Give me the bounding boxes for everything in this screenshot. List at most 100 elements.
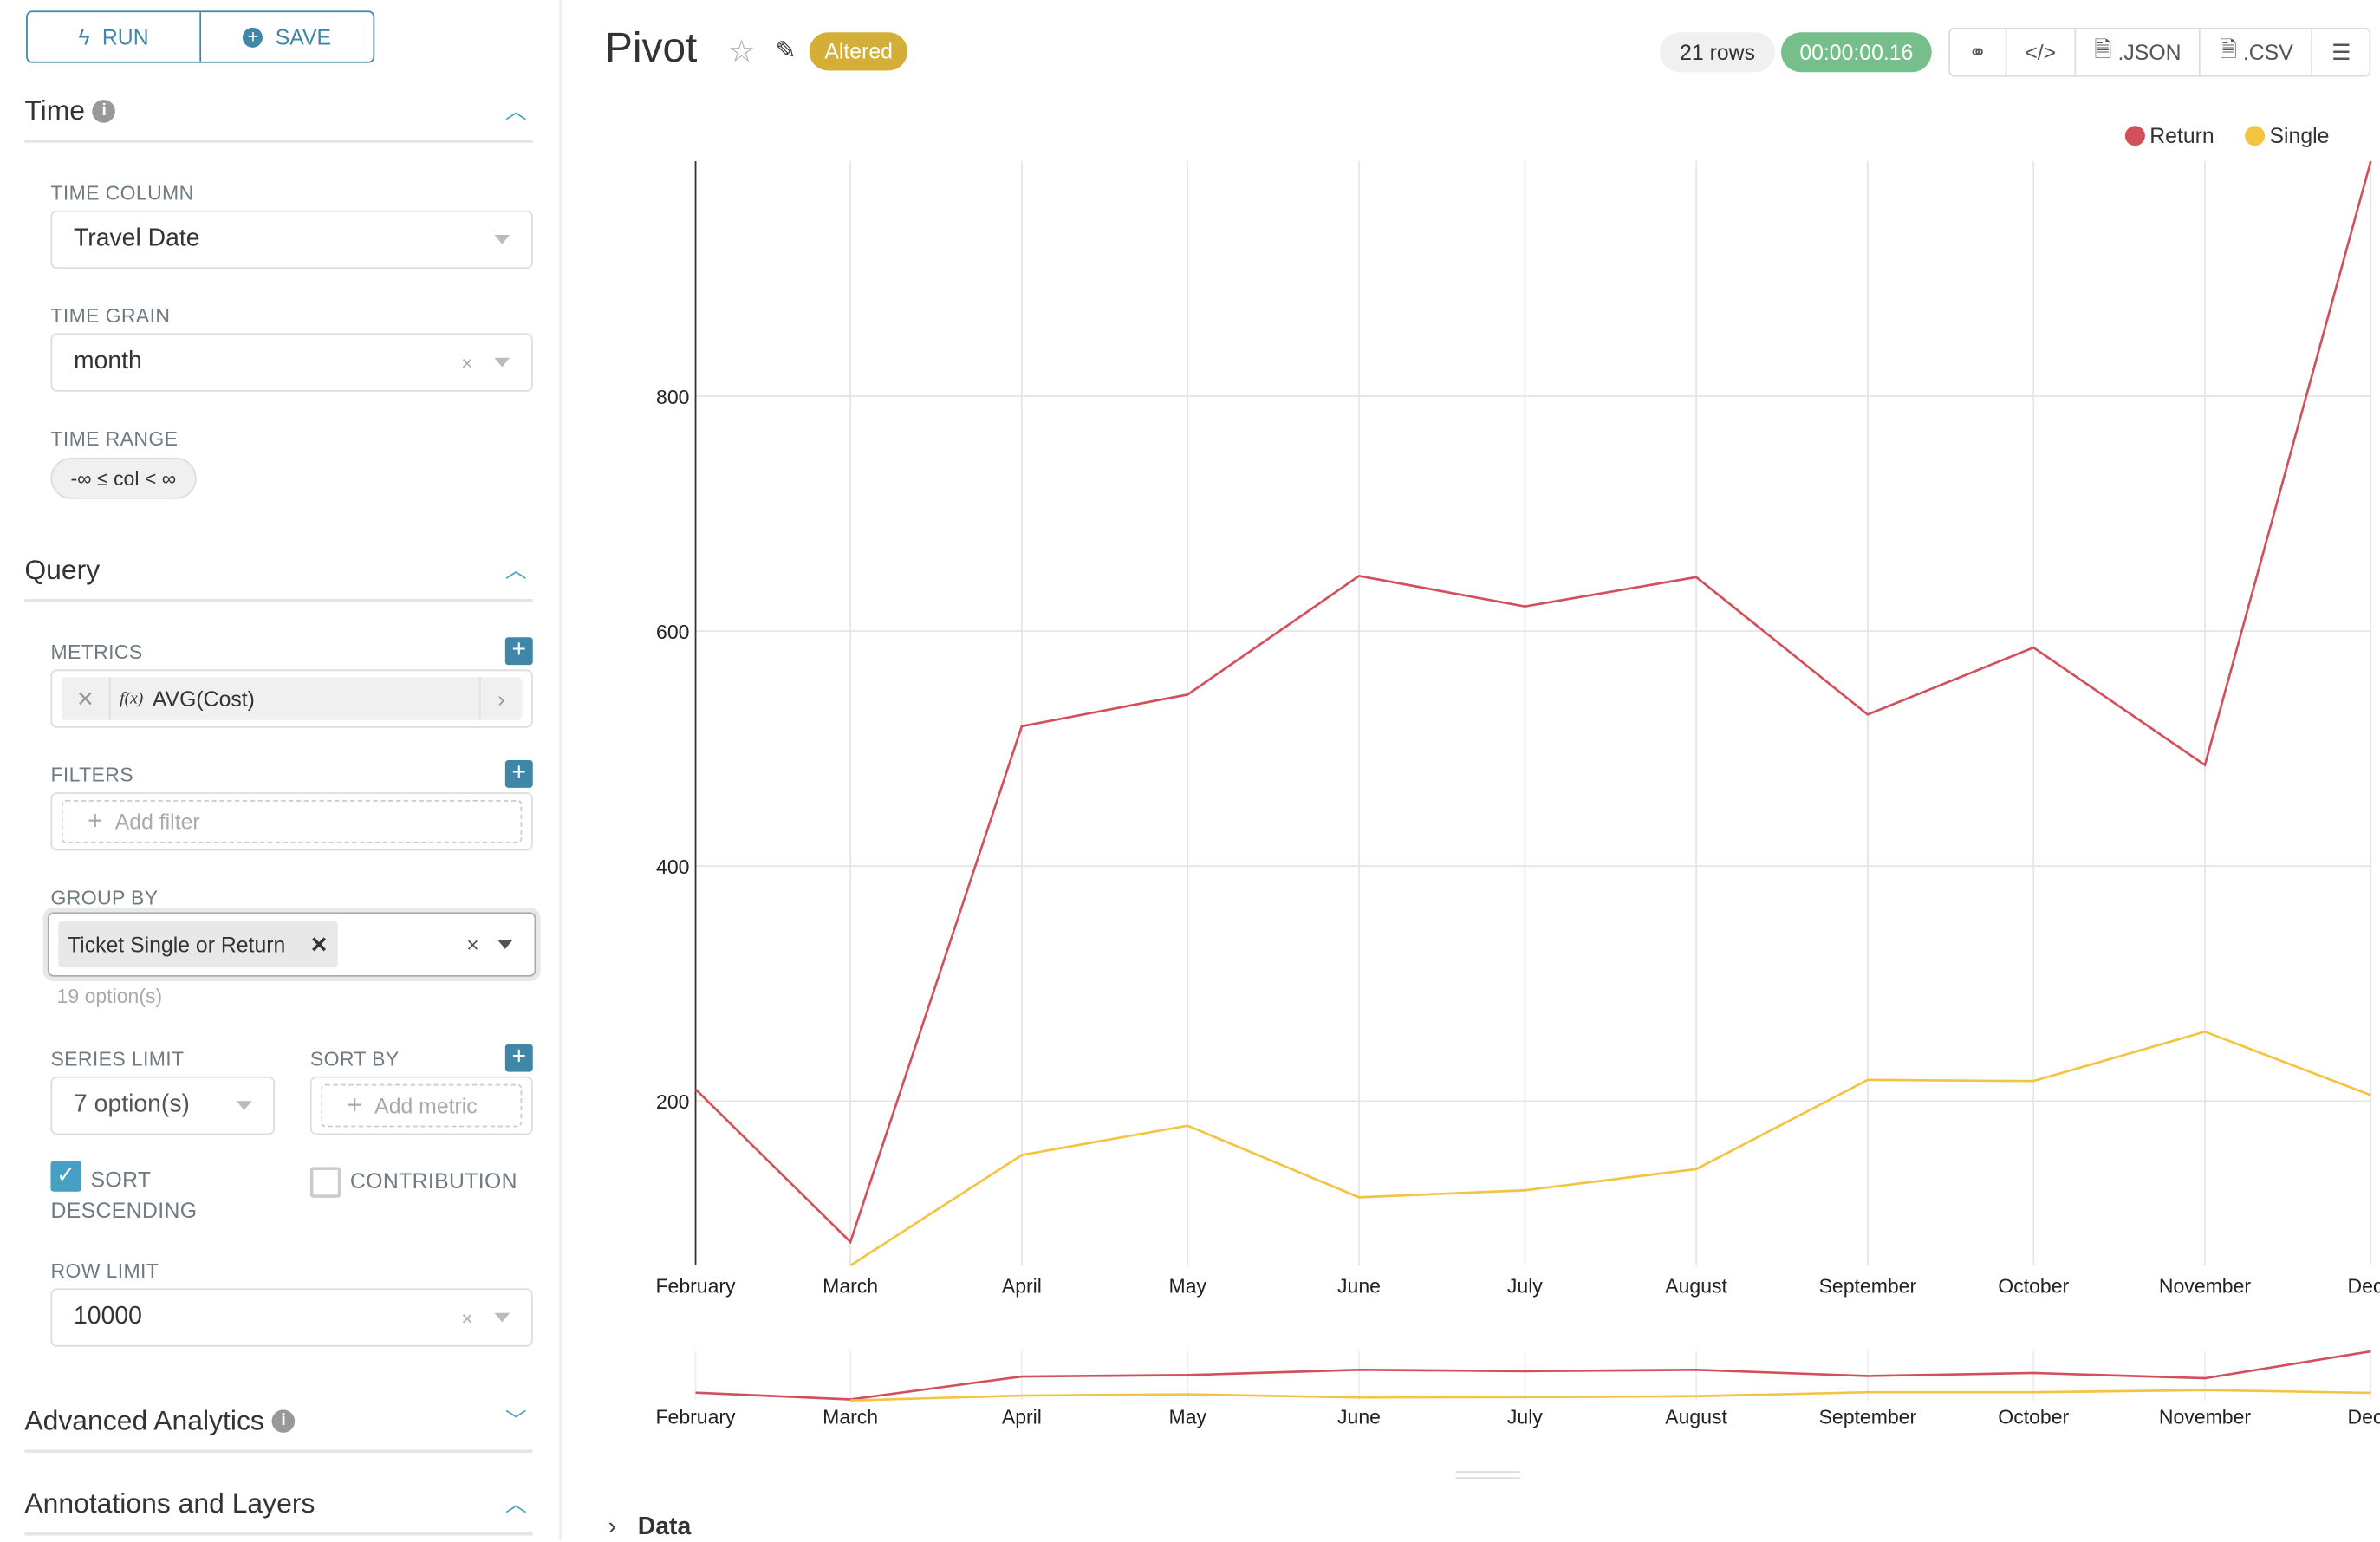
sort-by-label: SORT BY <box>309 1047 400 1070</box>
series-line-single <box>849 1030 2371 1267</box>
contribution-label: CONTRIBUTION <box>349 1168 517 1194</box>
add-filter-button[interactable]: + Add filter <box>61 800 523 843</box>
x-tick-label: November <box>2159 1275 2252 1298</box>
series-limit-label: SERIES LIMIT <box>50 1047 185 1070</box>
info-icon: i <box>92 99 116 122</box>
altered-badge[interactable]: Altered <box>809 32 908 71</box>
time-section-header[interactable]: Time i ︿ <box>24 81 533 143</box>
chevron-down-icon[interactable]: ﹀ <box>504 1408 527 1433</box>
chevron-up-icon[interactable]: ︿ <box>504 1491 527 1516</box>
brush-x-tick-label: June <box>1337 1405 1381 1428</box>
file-text-icon: 🗎 <box>2219 36 2237 62</box>
remove-icon[interactable]: ✕ <box>309 931 328 956</box>
annotations-layers-header[interactable]: Annotations and Layers ︿ <box>24 1474 533 1536</box>
function-icon: f(x) <box>120 689 144 708</box>
plus-circle-icon: + <box>243 26 263 48</box>
chevron-right-icon[interactable]: › <box>478 677 523 720</box>
group-by-select[interactable]: Ticket Single or Return ✕ × <box>47 912 536 977</box>
query-timer-badge: 00:00:00.16 <box>1781 32 1932 73</box>
brush-x-tick-label: November <box>2159 1405 2252 1428</box>
link-button[interactable]: ⚭ <box>1950 29 2005 75</box>
save-button[interactable]: + SAVE <box>199 12 373 62</box>
brush-x-tick-label: October <box>1998 1405 2069 1428</box>
chevron-up-icon[interactable]: ︿ <box>504 98 527 123</box>
group-by-chip: Ticket Single or Return ✕ <box>58 921 338 968</box>
query-section-title: Query <box>24 553 101 585</box>
y-tick-label: 800 <box>656 386 689 408</box>
advanced-analytics-header[interactable]: Advanced Analytics i ﹀ <box>24 1391 533 1453</box>
x-tick-label: May <box>1169 1275 1207 1298</box>
caret-down-icon <box>494 1312 510 1323</box>
metrics-label: METRICS <box>50 640 143 664</box>
add-metric-button[interactable]: + <box>504 637 533 666</box>
info-icon: i <box>271 1409 296 1433</box>
sort-descending-checkbox[interactable]: ✓ <box>50 1161 81 1192</box>
brush-x-tick-label: May <box>1169 1405 1207 1428</box>
export-csv-button[interactable]: 🗎 .CSV <box>2199 29 2312 75</box>
brush-x-tick-label: February <box>655 1405 736 1428</box>
run-button[interactable]: ϟ RUN <box>78 24 149 49</box>
caret-down-icon <box>494 235 510 244</box>
caret-down-icon <box>236 1101 252 1110</box>
link-icon: ⚭ <box>1968 39 1987 64</box>
brush-x-tick-label: August <box>1665 1405 1727 1428</box>
export-json-button[interactable]: 🗎 .JSON <box>2074 29 2199 75</box>
x-tick-label: September <box>1819 1275 1917 1298</box>
series-line-return <box>694 160 2372 1245</box>
time-grain-select[interactable]: month × <box>50 333 533 392</box>
brush-series-line-return <box>695 1350 2371 1401</box>
time-range-label: TIME RANGE <box>50 426 179 451</box>
add-metric-button[interactable]: + Add metric <box>321 1083 523 1128</box>
row-limit-select[interactable]: 10000 × <box>50 1288 533 1347</box>
time-grain-label: TIME GRAIN <box>50 303 171 328</box>
plus-icon: + <box>87 806 103 836</box>
x-tick-label: Dece <box>2347 1275 2379 1298</box>
time-range-pill[interactable]: -∞ ≤ col < ∞ <box>50 457 197 499</box>
code-icon: </> <box>2025 40 2057 65</box>
row-count-badge: 21 rows <box>1660 32 1776 73</box>
menu-button[interactable]: ☰ <box>2312 29 2370 75</box>
brush-x-tick-label: April <box>1002 1405 1042 1428</box>
clear-icon[interactable]: × <box>461 350 473 374</box>
time-section-title: Time <box>24 94 86 126</box>
brush-x-tick-label: September <box>1819 1405 1917 1428</box>
legend-item-single[interactable]: Single <box>2245 123 2329 147</box>
add-filter-plus-button[interactable]: + <box>504 759 533 788</box>
group-by-options-count: 19 option(s) <box>56 984 163 1008</box>
panel-divider[interactable] <box>558 0 562 1540</box>
data-section-toggle[interactable]: › Data <box>608 1513 692 1540</box>
resize-handle[interactable] <box>1455 1471 1520 1480</box>
legend-item-return[interactable]: Return <box>2124 123 2214 147</box>
chart-title[interactable]: Pivot <box>605 24 698 71</box>
x-tick-label: March <box>823 1275 878 1298</box>
query-section-header[interactable]: Query ︿ <box>24 541 533 602</box>
clear-icon[interactable]: × <box>466 932 479 957</box>
bolt-icon: ϟ <box>78 24 90 49</box>
brush-x-tick-label: July <box>1507 1405 1543 1428</box>
star-icon[interactable]: ☆ <box>727 35 756 69</box>
time-column-select[interactable]: Travel Date <box>50 210 533 270</box>
remove-icon[interactable]: ✕ <box>62 677 111 720</box>
row-limit-label: ROW LIMIT <box>50 1259 159 1283</box>
y-tick-label: 400 <box>656 856 689 878</box>
series-limit-select[interactable]: 7 option(s) <box>50 1076 276 1135</box>
edit-icon[interactable]: ✎ <box>775 38 797 65</box>
chevron-right-icon: › <box>608 1513 616 1540</box>
metric-chip[interactable]: ✕ f(x) AVG(Cost) › <box>61 677 523 720</box>
run-save-group: ϟ RUN + SAVE <box>26 10 375 63</box>
chevron-up-icon[interactable]: ︿ <box>504 557 527 582</box>
sort-descending-label: SORT DESCENDING <box>50 1167 198 1223</box>
legend-swatch <box>2124 125 2145 146</box>
embed-code-button[interactable]: </> <box>2005 29 2074 75</box>
x-tick-label: February <box>655 1275 736 1298</box>
add-sort-plus-button[interactable]: + <box>504 1044 533 1072</box>
x-tick-label: August <box>1665 1275 1727 1298</box>
hamburger-icon: ☰ <box>2331 39 2351 64</box>
x-tick-label: June <box>1337 1275 1381 1298</box>
clear-icon[interactable]: × <box>461 1305 473 1330</box>
export-toolbar: ⚭ </> 🗎 .JSON 🗎 .CSV ☰ <box>1948 27 2371 77</box>
y-tick-label: 200 <box>656 1090 689 1113</box>
x-tick-label: April <box>1002 1275 1042 1298</box>
contribution-checkbox[interactable] <box>309 1167 341 1198</box>
